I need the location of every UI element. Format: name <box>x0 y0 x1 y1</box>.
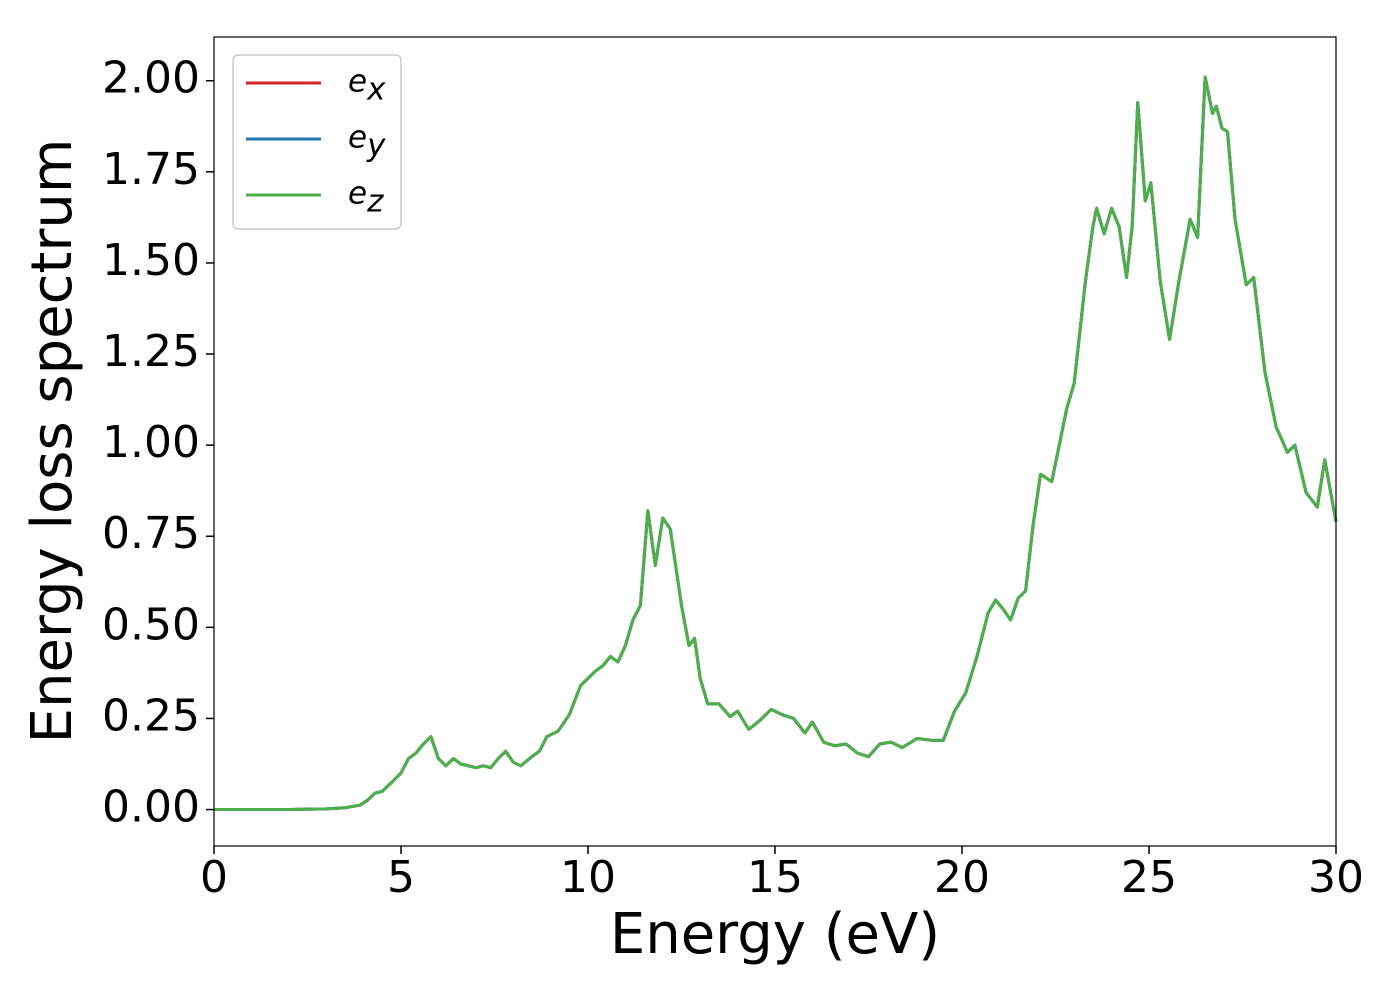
y-tick-label: 1.00 <box>102 417 200 468</box>
plot-frame <box>213 36 1337 847</box>
y-tick-label: 0.75 <box>102 508 200 559</box>
y-tick-label: 1.75 <box>102 144 200 195</box>
y-tick-label: 1.50 <box>102 235 200 286</box>
x-axis-label: Energy (eV) <box>610 902 940 967</box>
x-tick-label: 25 <box>1121 852 1177 903</box>
x-tick-label: 30 <box>1308 852 1364 903</box>
y-tick-label: 2.00 <box>102 53 200 104</box>
legend-box <box>232 54 402 230</box>
x-tick-label: 5 <box>387 852 415 903</box>
x-tick-label: 10 <box>560 852 616 903</box>
series-line <box>214 75 1338 812</box>
y-tick-label: 0.00 <box>102 782 200 833</box>
y-tick-label: 0.50 <box>102 599 200 650</box>
x-tick-label: 20 <box>934 852 990 903</box>
x-tick-label: 0 <box>200 852 228 903</box>
x-tick-label: 15 <box>747 852 803 903</box>
y-tick-label: 1.25 <box>102 326 200 377</box>
y-tick-label: 0.25 <box>102 690 200 741</box>
y-axis-label: Energy loss spectrum <box>20 139 85 744</box>
